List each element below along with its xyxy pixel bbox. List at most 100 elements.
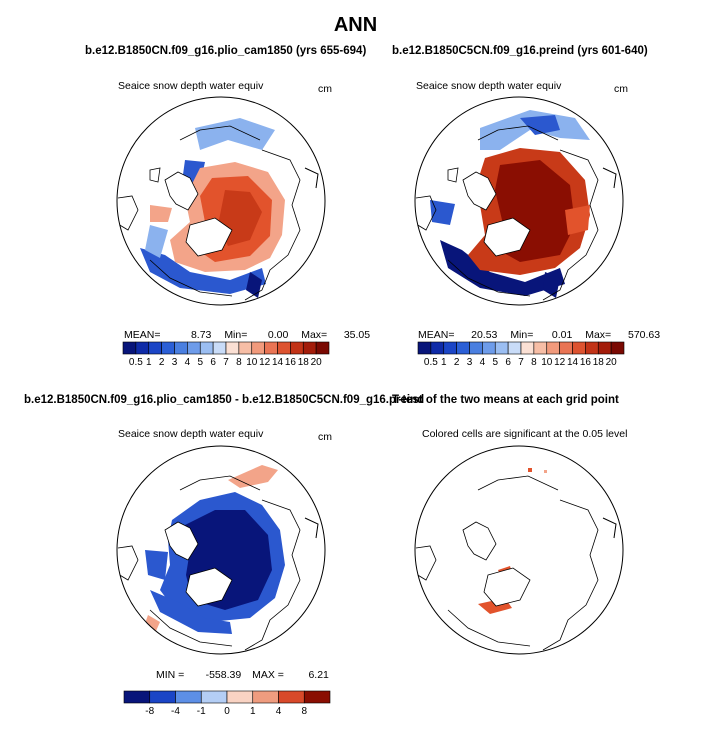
panel-4-greenland xyxy=(483,567,531,607)
colorbar-tick-label: 10 xyxy=(541,357,553,368)
min-label: Min= xyxy=(510,329,534,341)
colorbar-tick-label: 0.5 xyxy=(424,357,438,368)
colorbar-swatch xyxy=(135,341,150,355)
colorbar-tick-label: 6 xyxy=(505,357,511,368)
colorbar-tick-label: 8 xyxy=(531,357,537,368)
colorbar-tick-label: 14 xyxy=(567,357,579,368)
panel-3-coast xyxy=(149,609,233,647)
colorbar-tick-label: 18 xyxy=(593,357,605,368)
panel-3-colorbar: -8 -4 -1 0 1 4 8 xyxy=(123,690,331,717)
panel-1-title: b.e12.B1850CN.f09_g16.plio_cam1850 (yrs … xyxy=(85,45,367,57)
min-value: 0.00 xyxy=(267,329,289,341)
figure-title: ANN xyxy=(333,14,378,36)
panel-3-variable: Seaice snow depth water equiv xyxy=(118,428,264,440)
panel-4-coast xyxy=(447,609,531,647)
colorbar-tick-label: 4 xyxy=(480,357,486,368)
panel-2-colorbar: 0.5 1 2 3 4 5 6 7 8 10 12 14 16 18 20 xyxy=(417,341,625,368)
colorbar-swatch xyxy=(278,690,305,704)
colorbar-tick-label: 0.5 xyxy=(129,357,143,368)
panel-1-coast xyxy=(244,149,301,301)
panel-2-map xyxy=(415,97,623,305)
panel-2-title: b.e12.B1850C5CN.f09_g16.preind (yrs 601-… xyxy=(392,45,648,57)
colorbar-swatch xyxy=(610,341,625,355)
colorbar-swatch xyxy=(277,341,291,355)
colorbar-swatch xyxy=(251,341,265,355)
max-label: Max= xyxy=(301,329,328,341)
colorbar-tick-label: 1 xyxy=(146,357,152,368)
colorbar-swatch xyxy=(520,341,535,355)
panel-2-field-low xyxy=(430,200,455,225)
colorbar-swatch xyxy=(174,341,188,355)
colorbar-swatch xyxy=(290,341,304,355)
colorbar-swatch xyxy=(559,341,573,355)
min-label: MIN = xyxy=(156,669,185,681)
panel-1-stats: MEAN= 8.73 Min= 0.00 Max= 35.05 xyxy=(124,329,370,341)
colorbar-tick-label: 8 xyxy=(236,357,242,368)
colorbar-swatch xyxy=(430,341,445,355)
min-value: 0.01 xyxy=(551,329,573,341)
colorbar-swatch xyxy=(546,341,560,355)
mean-value: 8.73 xyxy=(190,329,212,341)
panel-2-coast xyxy=(602,167,617,189)
mean-value: 20.53 xyxy=(471,329,498,341)
max-label: MAX = xyxy=(252,669,284,681)
colorbar-tick-label: 4 xyxy=(276,706,282,717)
colorbar-swatch xyxy=(469,341,483,355)
panel-3-greenland xyxy=(185,567,233,607)
panel-2-greenland xyxy=(483,217,531,257)
panel-4-coast xyxy=(415,545,437,581)
panel-3-boundary xyxy=(116,445,326,655)
panel-1-coast xyxy=(304,167,319,189)
colorbar-swatch xyxy=(303,690,331,704)
colorbar-tick-label: -4 xyxy=(171,706,180,717)
colorbar-swatch xyxy=(199,341,214,355)
panel-2-coast xyxy=(447,167,459,183)
panel-3-field-neg xyxy=(145,550,168,580)
max-label: Max= xyxy=(585,329,612,341)
panel-2-field-low xyxy=(520,115,560,135)
panel-3-map xyxy=(117,446,325,654)
colorbar-swatch xyxy=(122,341,137,355)
colorbar-swatch xyxy=(417,341,432,355)
panel-1-field-low xyxy=(145,225,168,258)
panel-4-coast xyxy=(462,521,497,561)
panel-3-coast xyxy=(304,517,319,539)
max-value: 6.21 xyxy=(308,669,329,681)
panel-1-field-high xyxy=(150,205,172,222)
panel-4-variable: Colored cells are significant at the 0.0… xyxy=(422,428,628,440)
colorbar-swatch xyxy=(187,341,201,355)
max-value: 35.05 xyxy=(343,329,371,341)
panel-4-coast xyxy=(477,475,559,491)
panel-2-variable: Seaice snow depth water equiv xyxy=(416,80,562,92)
panel-2-field-high xyxy=(565,205,590,235)
mean-label: MEAN= xyxy=(418,329,455,341)
colorbar-swatch xyxy=(175,690,202,704)
colorbar-tick-label: 1 xyxy=(441,357,447,368)
panel-1-coast xyxy=(149,259,233,297)
colorbar-tick-label: 4 xyxy=(185,357,191,368)
min-value: -558.39 xyxy=(205,669,242,681)
panel-3-field-neg xyxy=(150,590,232,634)
panel-3-coast xyxy=(117,545,139,581)
colorbar-swatch xyxy=(315,341,330,355)
colorbar-tick-label: 12 xyxy=(554,357,566,368)
panel-3-stats: MIN = -558.39 MAX = 6.21 xyxy=(156,669,329,681)
colorbar-swatch xyxy=(507,341,522,355)
colorbar-tick-label: 18 xyxy=(298,357,310,368)
max-value: 570.63 xyxy=(627,329,661,341)
colorbar-tick-label: 16 xyxy=(285,357,297,368)
colorbar-tick-label: 10 xyxy=(246,357,258,368)
panel-1-colorbar: 0.5 1 2 3 4 5 6 7 8 10 12 14 16 18 20 xyxy=(122,341,330,368)
panel-2-coast xyxy=(415,195,437,231)
colorbar-swatch xyxy=(226,690,254,704)
colorbar-tick-label: 14 xyxy=(272,357,284,368)
panel-3-field-pos xyxy=(228,465,278,488)
panel-3-coast xyxy=(164,521,199,561)
colorbar-swatch xyxy=(482,341,496,355)
colorbar-tick-label: 5 xyxy=(492,357,498,368)
panel-2-coast xyxy=(477,125,559,141)
colorbar-tick-label: 5 xyxy=(197,357,203,368)
panel-1-coast xyxy=(117,195,139,231)
colorbar-swatch xyxy=(252,690,279,704)
panel-1-map xyxy=(117,97,325,305)
